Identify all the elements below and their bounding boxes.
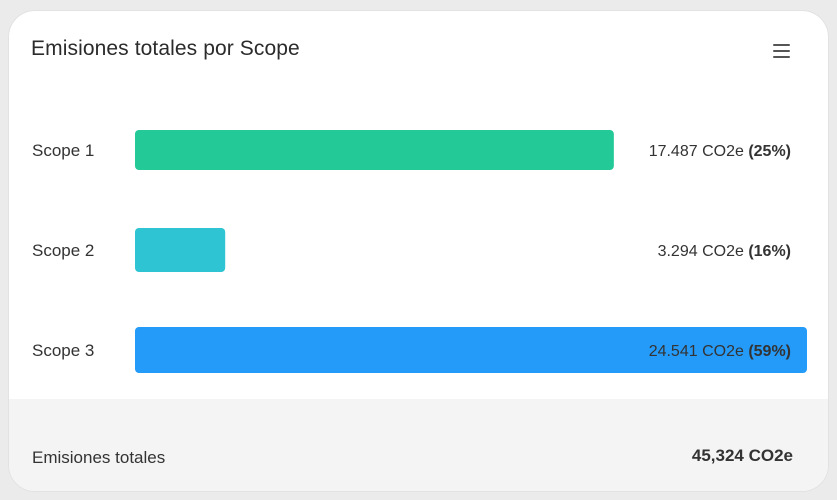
category-label: Scope 1 [32,141,94,160]
value-label: 24.541 CO2e (59%) [649,343,791,360]
category-label: Scope 2 [32,241,94,260]
total-emissions-value: 45,324 CO2e [691,446,793,465]
bar-scope-3[interactable] [135,327,807,373]
emissions-card: Emisiones totales por Scope Scope 1 17.48… [9,11,828,491]
hamburger-menu-icon[interactable] [771,43,791,59]
totals-footer [9,399,828,491]
bar-scope-1[interactable] [135,130,614,170]
bar-scope-2[interactable] [135,228,226,272]
value-label: 3.294 CO2e (16%) [658,243,791,260]
bar-chart: Scope 1 17.487 CO2e (25%) Scope 2 3.294 CO2… [32,130,807,373]
category-label: Scope 3 [32,341,94,360]
value-label: 17.487 CO2e (25%) [649,143,791,160]
chart-title: Emisiones totales por Scope [31,37,300,60]
total-emissions-label: Emisiones totales [32,448,166,467]
